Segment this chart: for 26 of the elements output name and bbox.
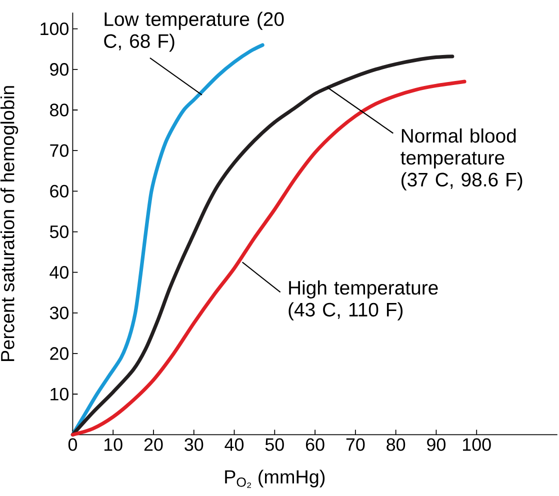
y-tick-label: 30 [50, 306, 68, 320]
annotation: Normal blood temperature (37 C, 98.6 F) [400, 128, 522, 190]
x-tick-label: 90 [427, 438, 446, 451]
x-tick-label: 50 [265, 438, 284, 451]
y-tick-label: 90 [50, 63, 68, 76]
y-tick-label: 70 [50, 144, 68, 157]
x-tick-label: 60 [306, 438, 324, 451]
x-tick-label: 0 [68, 438, 77, 451]
y-tick-label: 40 [50, 266, 68, 279]
x-tick-label: 70 [346, 438, 365, 451]
annotation: High temperature (43 C, 110 F) [288, 280, 438, 320]
x-axis-title: P$_{O₂}$ (mmHg) [225, 470, 325, 488]
y-tick-label: 10 [50, 388, 68, 400]
y-tick-label: 60 [50, 184, 68, 198]
x-tick-label: 40 [224, 438, 244, 451]
x-tick-label: 100 [463, 438, 491, 451]
y-tick-label: 100 [40, 22, 68, 36]
y-tick-label: 80 [50, 104, 68, 116]
y-tick-label: 20 [50, 347, 68, 360]
y-axis-title: Percent saturation of hemoglobin [0, 86, 18, 361]
x-tick-label: 80 [386, 438, 406, 451]
annotation: Low temperature (20 C, 68 F) [104, 12, 284, 52]
x-tick-label: 30 [184, 438, 204, 451]
y-tick-label: 50 [50, 225, 68, 238]
x-tick-label: 10 [104, 438, 122, 451]
x-tick-label: 20 [144, 438, 163, 451]
